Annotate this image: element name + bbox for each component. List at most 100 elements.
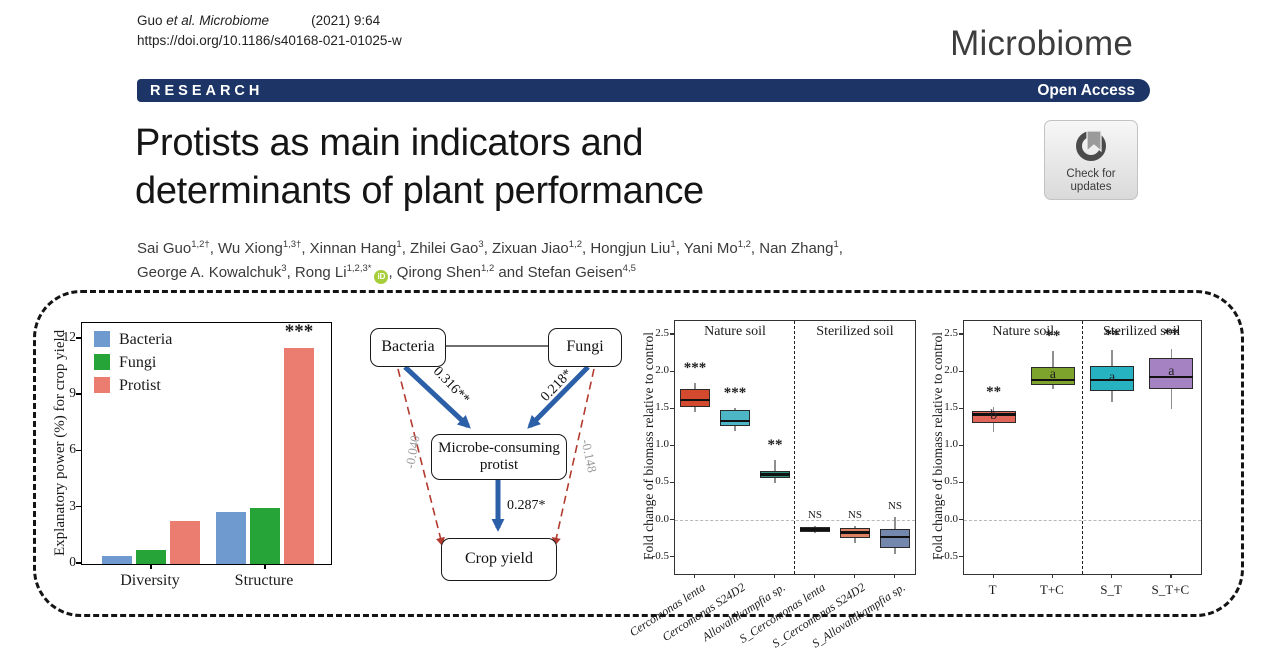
author-name: Xinnan Hang	[309, 240, 397, 257]
legend-swatch-fungi	[94, 354, 110, 370]
x-label: S_T	[1100, 582, 1122, 597]
x-tick-mark	[854, 574, 856, 578]
median-line	[1030, 378, 1075, 381]
section-band: RESEARCH Open Access	[137, 79, 1150, 102]
y-tick-mark	[76, 505, 81, 508]
journal-name: Microbiome	[950, 24, 1133, 63]
bar-protist	[284, 348, 314, 564]
author-affiliations: 1	[670, 239, 676, 250]
significance-stars: **	[986, 384, 1002, 401]
author-line-1: Sai Guo1,2†, Wu Xiong1,3†, Xinnan Hang1,…	[137, 239, 843, 257]
legend-label: Protist	[119, 377, 161, 394]
box	[880, 528, 910, 549]
significance-stars: **	[1163, 326, 1179, 343]
doi-link[interactable]: https://doi.org/10.1186/s40168-021-01025…	[137, 32, 402, 48]
section-label-sterilized: Sterilized soil	[1103, 324, 1181, 339]
author-affiliations: 1,2	[737, 239, 751, 250]
y-tick-mark	[670, 370, 674, 372]
y-tick-mark	[670, 407, 674, 409]
author-name: Wu Xiong	[218, 240, 283, 257]
median-line	[720, 420, 750, 423]
y-tick-label: -0.5	[651, 549, 669, 562]
node-fungi: Fungi	[548, 328, 622, 367]
y-tick-mark	[76, 337, 81, 339]
median-line	[680, 399, 710, 402]
group-letter: a	[1168, 364, 1175, 380]
y-tick-label: 0.5	[655, 475, 669, 488]
legend-label: Bacteria	[119, 331, 173, 348]
author-affiliations: 4,5	[622, 263, 636, 274]
group-letter: a	[1049, 366, 1056, 382]
legend-label: Fungi	[119, 354, 157, 371]
median-line	[840, 531, 870, 534]
check-for-updates-logo	[1076, 130, 1106, 161]
section-divider	[1081, 321, 1083, 574]
author-affiliations: 3	[478, 239, 484, 250]
x-label: T	[988, 582, 997, 597]
edge-bacteria-yield	[397, 368, 445, 547]
median-line	[800, 528, 830, 531]
y-tick-label: 2.0	[655, 364, 669, 377]
x-label: T+C	[1039, 582, 1064, 597]
boxplot-treatment-plot: Nature soil Sterilized soil b ** a ** a ** a **	[963, 320, 1202, 575]
section-label-sterilized: Sterilized soil	[816, 324, 894, 339]
y-tick-label: 0.5	[944, 475, 958, 488]
node-bacteria: Bacteria	[370, 328, 446, 367]
node-crop-yield: Crop yield	[441, 538, 557, 581]
legend-item: Protist	[94, 377, 172, 395]
y-tick-label: 1.0	[655, 438, 669, 451]
x-tick-mark	[1111, 574, 1113, 578]
author-affiliations: 3	[281, 263, 287, 274]
y-tick-label: 9	[69, 385, 76, 401]
path-diagram-arrows	[397, 345, 595, 547]
author-affiliations: 1,2	[568, 239, 582, 250]
bookmark-icon	[1086, 130, 1102, 153]
legend: Bacteria Fungi Protist	[94, 331, 172, 400]
legend-item: Bacteria	[94, 331, 172, 349]
y-tick-mark	[959, 481, 963, 484]
citation-block: Guo et al. Microbiome (2021) 9:64 https:/…	[137, 11, 402, 50]
edge-bacteria-protist	[403, 365, 471, 429]
median-line	[760, 473, 790, 476]
author-affiliations: 1	[833, 239, 839, 250]
group-letter: a	[1109, 369, 1116, 385]
y-tick-mark	[670, 556, 674, 558]
y-tick-mark	[959, 370, 963, 372]
graphical-abstract-border	[33, 290, 1244, 617]
significance-stars: ***	[683, 359, 707, 376]
significance-ns: NS	[887, 499, 903, 512]
y-tick-mark	[959, 556, 963, 558]
median-line	[1149, 376, 1194, 379]
author-name: Nan Zhang	[759, 240, 834, 257]
y-tick-mark	[670, 333, 674, 335]
edge-fungi-protist	[527, 365, 590, 429]
boxplot-species: Fold change of biomass relative to contr…	[627, 310, 945, 651]
group-letter: b	[990, 408, 998, 424]
median-line	[1090, 378, 1135, 381]
significance-stars: **	[1104, 326, 1120, 343]
section-divider	[794, 321, 796, 574]
median-line	[971, 413, 1016, 416]
bar-protist	[170, 520, 200, 564]
y-tick-label: 0	[69, 554, 76, 569]
box	[680, 389, 710, 408]
significance-stars: ***	[284, 321, 314, 343]
author-affiliations: 1,2,3*	[346, 263, 372, 274]
y-tick-label: 0.0	[944, 512, 958, 525]
boxplot-species-plot: Nature soil Sterilized soil *** *** ** NS NS NS	[674, 320, 916, 575]
author-line-2: George A. Kowalchuk3, Rong Li1,2,3*iD, Q…	[137, 261, 1117, 285]
bar-fungi	[136, 549, 166, 564]
significance-ns: NS	[847, 508, 863, 521]
x-tick-mark	[1051, 574, 1054, 578]
x-tick-mark	[814, 574, 816, 578]
y-tick-label: 2.5	[655, 327, 669, 340]
author-name: George A. Kowalchuk	[137, 264, 282, 281]
box	[1149, 358, 1194, 389]
citation-line: Guo et al. Microbiome (2021) 9:64	[137, 13, 381, 28]
y-tick-mark	[959, 333, 963, 335]
section-label: RESEARCH	[150, 82, 264, 99]
orcid-icon[interactable]: iD	[374, 270, 389, 284]
x-category-label: Structure	[234, 572, 294, 589]
check-for-updates-button[interactable]: Check for updates	[1044, 120, 1138, 200]
x-tick-mark	[264, 564, 266, 569]
